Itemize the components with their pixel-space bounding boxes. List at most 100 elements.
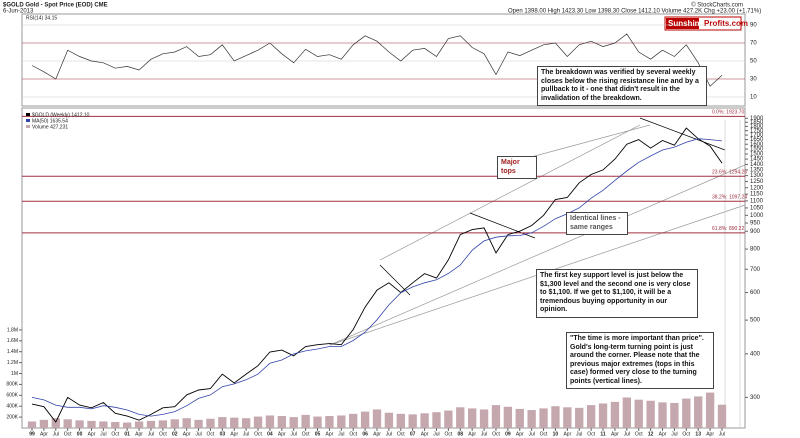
rsi-line [31, 33, 723, 87]
volume-bar [634, 399, 643, 428]
volume-bar [515, 408, 524, 428]
x-tick-label: 12 [648, 431, 654, 437]
trend-line [379, 124, 641, 261]
volume-bar [658, 402, 667, 428]
series-line [31, 138, 723, 417]
volume-bar [670, 402, 679, 428]
y-tick-label: 950 [750, 221, 761, 227]
y-tick-label: 1800 [750, 124, 764, 130]
volume-bar [372, 409, 382, 428]
legend-label: Volume 427,231 [32, 124, 68, 130]
volume-bar [622, 397, 631, 428]
annotation: "The time is more important than price".… [566, 332, 714, 389]
x-tick-label: Apr [373, 431, 381, 437]
volume-tick-label: 1.8M [7, 327, 18, 333]
volume-bar [313, 416, 322, 428]
volume-tick-label: 400K [6, 404, 18, 410]
y-tick-label: 1700 [750, 133, 764, 139]
y-tick-label: 1650 [750, 137, 764, 143]
volume-bar [289, 417, 298, 428]
level-label: 61.8%: 890.22 [712, 226, 744, 232]
volume-bar [170, 419, 179, 428]
y-tick-label: 500 [750, 318, 761, 324]
volume-bar [253, 416, 263, 428]
y-tick-label: 1150 [750, 192, 764, 198]
y-tick-label: 600 [750, 290, 761, 296]
trend-line [329, 164, 746, 346]
volume-tick-label: 600K [6, 393, 18, 399]
volume-tick-label: 1.2M [7, 360, 18, 366]
volume-bar [456, 407, 465, 428]
x-tick-label: 13 [695, 431, 701, 437]
volume-bar [503, 406, 513, 428]
x-tick-label: 00 [77, 431, 83, 437]
volume-bar [218, 417, 227, 428]
volume-bar [75, 420, 84, 428]
x-tick-label: Apr [135, 431, 143, 437]
x-tick-label: Oct [111, 431, 119, 437]
x-tick-label: 03 [220, 431, 226, 437]
x-tick-label: 07 [410, 431, 416, 437]
y-tick-label: 1400 [750, 162, 764, 168]
volume-bar [468, 408, 477, 428]
x-tick-label: Oct [635, 431, 643, 437]
y-tick-label: 1900 [750, 116, 764, 122]
volume-tick-label: 1.6M [7, 338, 18, 344]
volume-bar [682, 398, 691, 428]
x-tick-label: Jul [243, 431, 249, 437]
x-tick-label: 04 [267, 431, 273, 437]
volume-bar [432, 412, 441, 428]
x-tick-label: Jul [148, 431, 154, 437]
volume-bar [111, 422, 120, 428]
volume-bar [349, 413, 358, 428]
volume-bar [134, 421, 144, 428]
x-tick-label: 09 [505, 431, 511, 437]
volume-bar [360, 411, 370, 428]
y-tick-label: 1200 [750, 185, 764, 191]
level-label: 38.2%: 1097.24 [712, 195, 747, 201]
x-tick-label: Oct [207, 431, 215, 437]
volume-bar [27, 421, 37, 428]
volume-bar [194, 419, 203, 428]
volume-bar [444, 410, 453, 428]
volume-bar [51, 418, 60, 428]
x-tick-label: Oct [397, 431, 405, 437]
y-tick-label: 1750 [750, 128, 764, 134]
volume-bar [182, 418, 191, 428]
x-tick-label: Apr [421, 431, 429, 437]
y-tick-label: 400 [750, 351, 761, 357]
x-tick-label: Oct [540, 431, 548, 437]
volume-bar [325, 416, 334, 428]
level-label: 23.6%: 1294.26 [712, 170, 747, 176]
volume-bar [384, 412, 394, 428]
y-tick-label: 900 [750, 229, 761, 235]
volume-bar [396, 413, 405, 428]
annotation: Identical lines - same ranges [566, 212, 628, 235]
x-tick-label: Apr [40, 431, 48, 437]
annotation: Major tops [497, 156, 537, 179]
volume-bar [301, 414, 310, 428]
logo-part: Profits.com [704, 19, 748, 28]
volume-tick-label: 800K [6, 382, 18, 388]
x-tick-label: Oct [349, 431, 357, 437]
legend-swatch [26, 125, 30, 128]
rsi-tick-label: 70 [750, 41, 757, 47]
x-tick-label: Oct [254, 431, 262, 437]
trend-line [519, 124, 651, 161]
y-tick-label: 800 [750, 247, 761, 253]
logo-bg [666, 18, 699, 29]
annotation: The first key support level is just belo… [536, 269, 698, 318]
x-tick-label: Apr [468, 431, 476, 437]
legend-swatch [26, 113, 30, 116]
x-tick-label: Jul [719, 431, 725, 437]
y-tick-label: 1850 [750, 120, 764, 126]
legend-swatch [26, 119, 30, 122]
volume-bar [39, 419, 49, 428]
annotation: The breakdown was verified by several we… [537, 66, 707, 106]
y-tick-label: 1500 [750, 152, 764, 158]
level-label: 0.0%: 1923.70 [712, 110, 744, 116]
x-tick-label: Jul [386, 431, 392, 437]
trend-line [469, 212, 536, 239]
volume-bar [705, 392, 715, 428]
